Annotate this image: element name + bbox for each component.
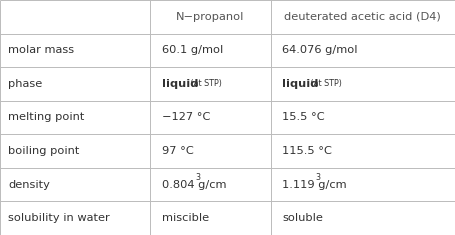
Text: melting point: melting point [8, 113, 85, 122]
Text: −127 °C: −127 °C [162, 113, 210, 122]
Text: boiling point: boiling point [8, 146, 80, 156]
Text: liquid: liquid [282, 79, 318, 89]
Text: 15.5 °C: 15.5 °C [282, 113, 325, 122]
Text: N−propanol: N−propanol [176, 12, 245, 22]
Text: (at STP): (at STP) [188, 79, 222, 88]
Text: 115.5 °C: 115.5 °C [282, 146, 332, 156]
Text: density: density [8, 180, 50, 190]
Text: solubility in water: solubility in water [8, 213, 110, 223]
Text: 1.119 g/cm: 1.119 g/cm [282, 180, 347, 190]
Text: molar mass: molar mass [8, 45, 74, 55]
Text: miscible: miscible [162, 213, 209, 223]
Text: 0.804 g/cm: 0.804 g/cm [162, 180, 226, 190]
Text: phase: phase [8, 79, 42, 89]
Text: 60.1 g/mol: 60.1 g/mol [162, 45, 223, 55]
Text: soluble: soluble [282, 213, 323, 223]
Text: deuterated acetic acid (D4): deuterated acetic acid (D4) [284, 12, 441, 22]
Text: liquid: liquid [162, 79, 198, 89]
Text: (at STP): (at STP) [308, 79, 342, 88]
Text: 97 °C: 97 °C [162, 146, 193, 156]
Text: 3: 3 [316, 173, 321, 182]
Text: 64.076 g/mol: 64.076 g/mol [282, 45, 358, 55]
Text: 3: 3 [195, 173, 200, 182]
